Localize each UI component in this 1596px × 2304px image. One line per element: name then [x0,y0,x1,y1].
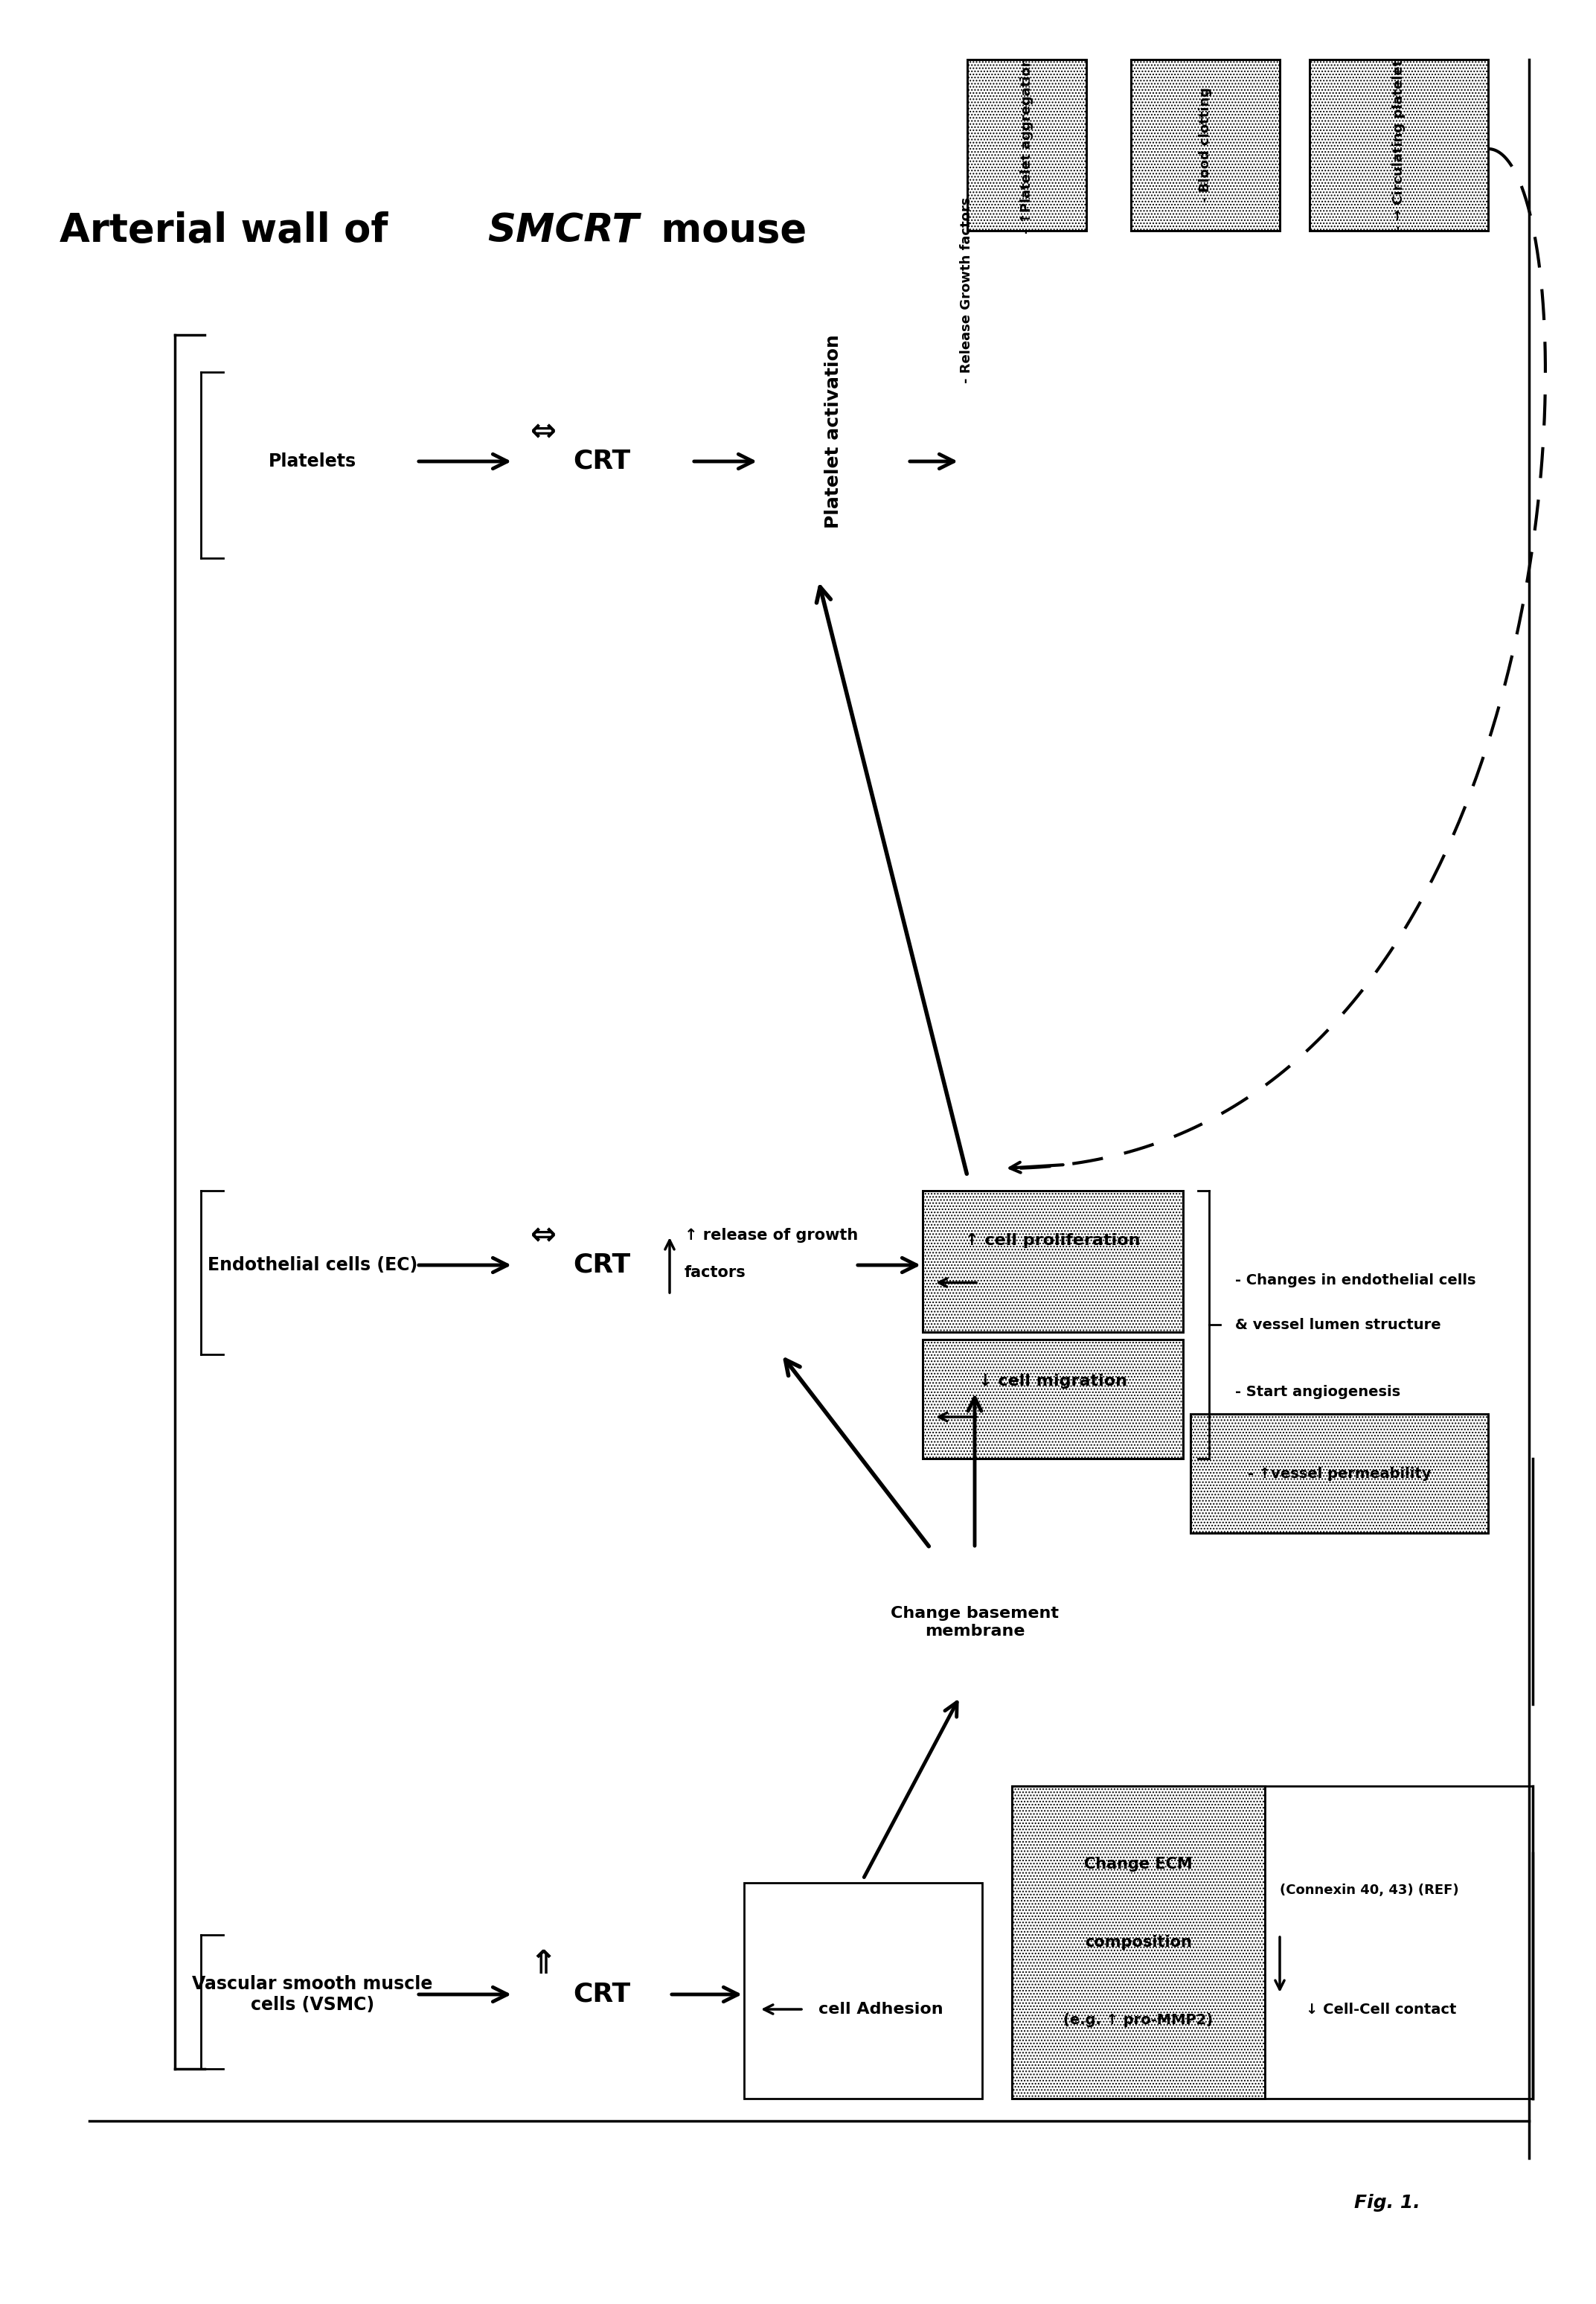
Text: (e.g. ↑ pro-MMP2): (e.g. ↑ pro-MMP2) [1063,2014,1213,2028]
FancyBboxPatch shape [1266,1786,1532,2099]
FancyBboxPatch shape [1012,1786,1266,2099]
Text: Arterial wall of: Arterial wall of [59,212,402,251]
Text: Change ECM: Change ECM [1084,1857,1192,1871]
FancyBboxPatch shape [1132,60,1280,230]
FancyBboxPatch shape [1191,1415,1487,1532]
Text: ⇑: ⇑ [530,1949,557,1981]
Text: factors: factors [685,1265,745,1281]
Text: - ↑vessel permeability: - ↑vessel permeability [1248,1465,1432,1481]
Text: - ↑Platelet aggregation: - ↑Platelet aggregation [1020,58,1034,233]
Text: ⇔: ⇔ [530,1219,555,1251]
Text: - → Circulating platelet: - → Circulating platelet [1392,60,1406,230]
Text: ↓ Cell-Cell contact: ↓ Cell-Cell contact [1306,2002,1457,2016]
Text: ↑ release of growth: ↑ release of growth [685,1228,859,1242]
Text: CRT: CRT [573,1253,630,1279]
Text: - Release Growth factors: - Release Growth factors [959,198,974,382]
FancyBboxPatch shape [744,1882,982,2099]
Text: Fig. 1.: Fig. 1. [1353,2193,1420,2212]
Text: Platelets: Platelets [268,452,356,470]
FancyBboxPatch shape [922,1191,1183,1332]
Text: Endothelial cells (EC): Endothelial cells (EC) [207,1256,418,1274]
Text: - Start angiogenesis: - Start angiogenesis [1235,1385,1400,1399]
FancyBboxPatch shape [967,60,1087,230]
Text: composition: composition [1085,1935,1192,1949]
Text: ↑ cell proliferation: ↑ cell proliferation [966,1233,1141,1249]
Text: SMCRT: SMCRT [487,212,638,251]
Text: Change basement
membrane: Change basement membrane [891,1606,1058,1638]
Text: cell Adhesion: cell Adhesion [819,2002,943,2016]
Text: (Connexin 40, 43) (REF): (Connexin 40, 43) (REF) [1280,1885,1459,1896]
FancyBboxPatch shape [1310,60,1487,230]
Text: & vessel lumen structure: & vessel lumen structure [1235,1318,1441,1332]
FancyBboxPatch shape [922,1339,1183,1458]
Text: Platelet activation: Platelet activation [825,334,843,528]
Text: - Blood clotting: - Blood clotting [1199,88,1211,203]
Text: Vascular smooth muscle
cells (VSMC): Vascular smooth muscle cells (VSMC) [192,1975,433,2014]
Text: ↓ cell migration: ↓ cell migration [978,1373,1127,1389]
Text: ⇔: ⇔ [530,417,555,447]
Text: - Changes in endothelial cells: - Changes in endothelial cells [1235,1272,1476,1288]
Text: CRT: CRT [573,1981,630,2007]
Text: mouse: mouse [648,212,806,251]
Text: CRT: CRT [573,449,630,475]
